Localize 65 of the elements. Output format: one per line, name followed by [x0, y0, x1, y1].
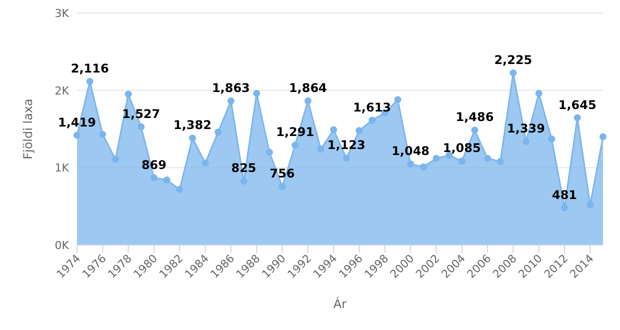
point — [342, 154, 350, 162]
point — [99, 130, 106, 138]
point — [574, 114, 581, 122]
data-label: 1,645 — [558, 98, 596, 112]
point — [330, 126, 338, 134]
data-label: 1,863 — [212, 80, 250, 95]
point — [561, 204, 568, 212]
data-label: 2,116 — [70, 61, 109, 76]
point — [317, 146, 324, 153]
data-label: 1,613 — [353, 100, 392, 114]
point — [432, 154, 440, 162]
data-label: 1,419 — [58, 115, 96, 130]
x-axis-title: Ár — [333, 296, 347, 311]
point — [510, 69, 517, 76]
point — [278, 183, 286, 190]
point — [522, 138, 530, 145]
point — [548, 136, 556, 143]
data-label: 1,085 — [442, 141, 481, 156]
data-label: 2,225 — [494, 52, 532, 67]
point — [471, 126, 478, 134]
point — [496, 158, 504, 165]
point — [420, 163, 427, 170]
point — [586, 201, 594, 208]
y-axis-title: Fjöldi laxa — [21, 98, 35, 160]
data-label: 1,382 — [173, 118, 212, 132]
point — [176, 186, 184, 193]
point — [214, 128, 222, 136]
point — [74, 132, 80, 139]
point — [138, 123, 145, 130]
data-label: 1,527 — [122, 106, 160, 121]
point — [600, 133, 606, 140]
data-label: 1,123 — [327, 138, 366, 152]
data-label: 869 — [141, 158, 167, 172]
point — [227, 97, 234, 104]
y-tick-label: 2K — [54, 84, 70, 98]
y-tick-label: 1K — [54, 162, 70, 175]
point — [188, 134, 196, 142]
point — [112, 156, 119, 163]
point — [266, 148, 273, 156]
point — [484, 154, 492, 162]
point — [240, 178, 248, 185]
point — [535, 90, 542, 97]
point — [458, 158, 466, 165]
point — [304, 97, 312, 104]
data-label: 1,291 — [276, 125, 314, 140]
point — [150, 174, 158, 182]
point — [202, 160, 209, 167]
data-label: 1,339 — [507, 121, 546, 136]
point — [86, 78, 94, 85]
point — [356, 127, 363, 134]
point — [394, 96, 402, 104]
y-tick-label: 0K — [54, 239, 70, 252]
point — [407, 160, 414, 168]
point — [253, 90, 260, 97]
point — [163, 176, 170, 184]
data-label: 756 — [270, 166, 295, 181]
data-label: 825 — [231, 161, 256, 176]
data-label: 1,864 — [288, 80, 327, 95]
data-label: 481 — [552, 188, 578, 202]
data-label: 1,486 — [456, 110, 494, 124]
point — [368, 116, 376, 124]
point — [292, 142, 299, 149]
data-label: 1,048 — [392, 144, 430, 158]
y-tick-label: 3K — [54, 7, 70, 20]
point — [124, 90, 132, 98]
